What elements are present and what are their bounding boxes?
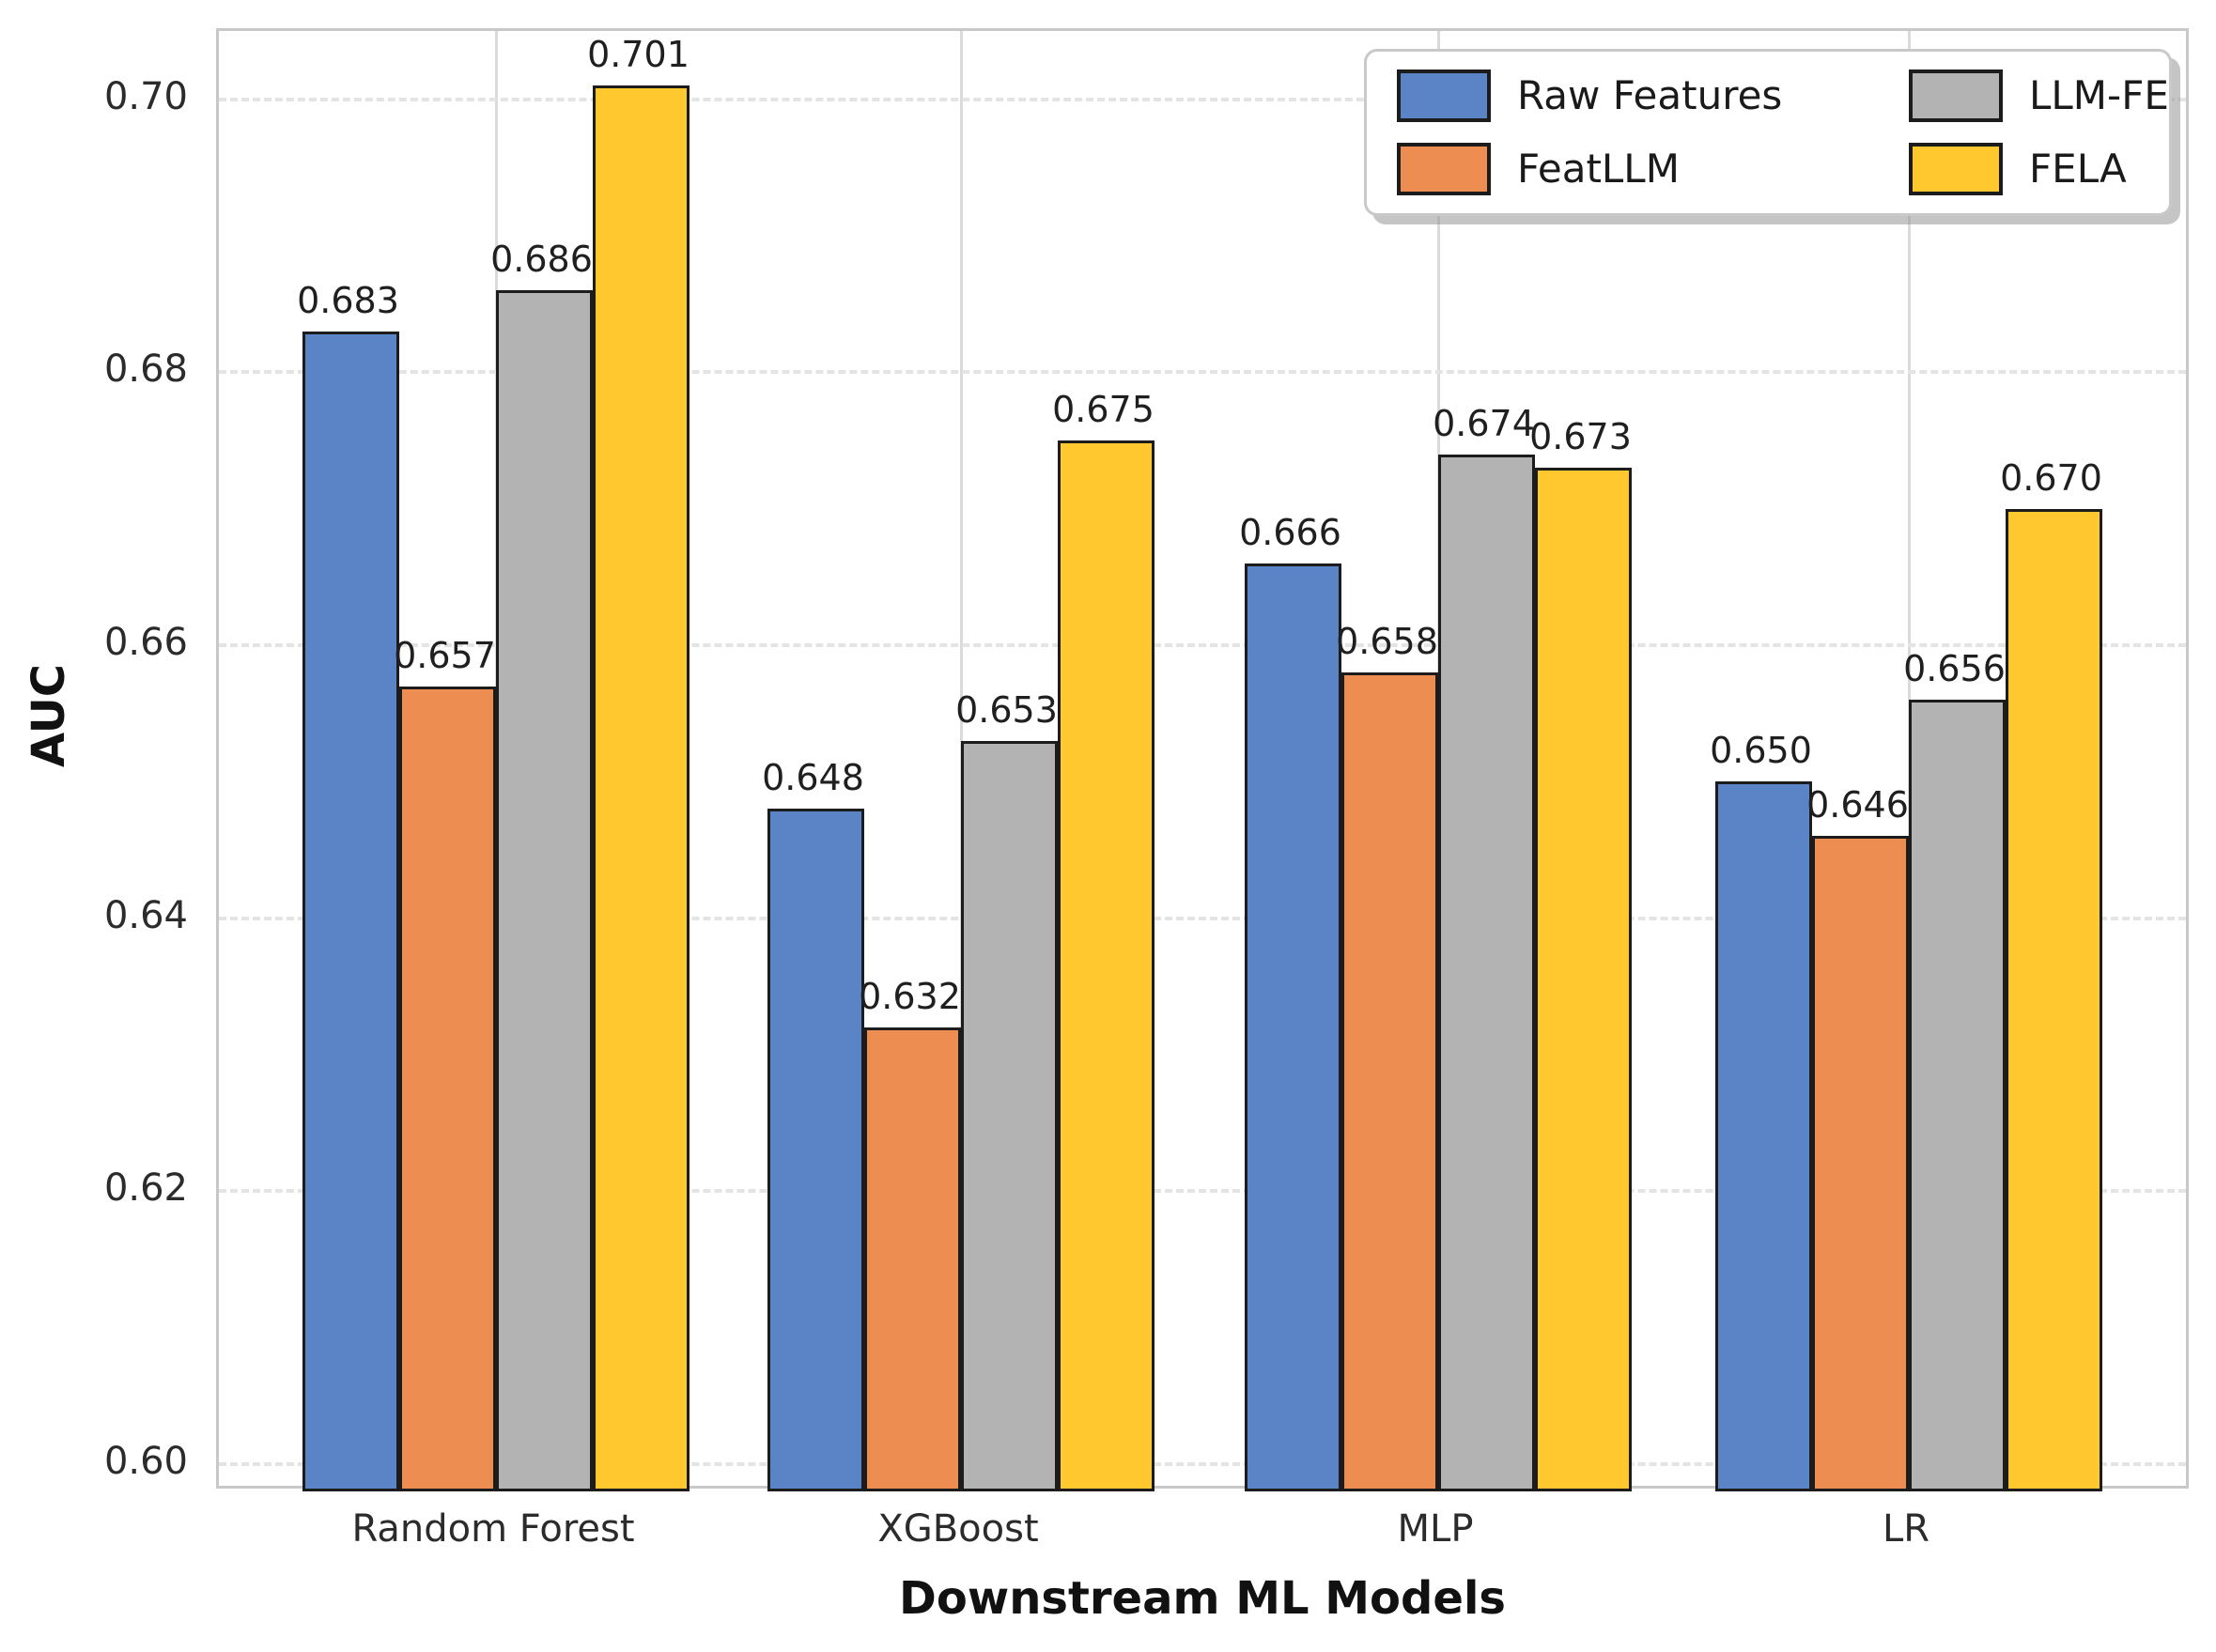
legend-entry-fela: FELA bbox=[1909, 143, 2169, 195]
y-gridline bbox=[219, 370, 2186, 375]
bar-fela bbox=[2006, 508, 2102, 1491]
bar-fela bbox=[593, 85, 690, 1491]
bar-value-label: 0.653 bbox=[955, 688, 1058, 731]
bar-llm-fe bbox=[496, 290, 593, 1491]
y-axis-title: AUC bbox=[23, 664, 75, 767]
y-gridline bbox=[219, 642, 2186, 647]
legend-entry-featllm: FeatLLM bbox=[1397, 143, 1909, 195]
y-gridline bbox=[219, 916, 2186, 920]
legend-entry-llm-fe: LLM-FE bbox=[1909, 69, 2169, 122]
bar-value-label: 0.646 bbox=[1806, 784, 1909, 826]
bar-fela bbox=[1058, 440, 1154, 1491]
bar-llm-fe bbox=[961, 740, 1058, 1491]
bar-value-label: 0.650 bbox=[1710, 730, 1812, 772]
legend-label: Raw Features bbox=[1517, 72, 1783, 118]
bar-value-label: 0.701 bbox=[587, 34, 690, 76]
bar-raw-features bbox=[767, 809, 864, 1491]
bar-llm-fe bbox=[1438, 454, 1535, 1491]
bar-fela bbox=[1535, 468, 1632, 1491]
y-tick-label: 0.66 bbox=[103, 620, 188, 664]
bar-value-label: 0.656 bbox=[1903, 648, 2006, 690]
bar-featllm bbox=[1812, 836, 1909, 1491]
raw-features-legend-swatch bbox=[1397, 69, 1491, 122]
y-gridline bbox=[219, 1189, 2186, 1194]
y-tick-label: 0.68 bbox=[103, 347, 188, 392]
x-tick-label-mlp: MLP bbox=[1397, 1507, 1474, 1551]
llm-fe-legend-swatch bbox=[1909, 69, 2003, 122]
bar-raw-features bbox=[1245, 563, 1341, 1491]
legend-entry-raw-features: Raw Features bbox=[1397, 69, 1909, 122]
x-axis-title: Downstream ML Models bbox=[899, 1572, 1506, 1625]
y-gridline bbox=[219, 97, 2186, 101]
x-tick-label-lr: LR bbox=[1882, 1507, 1930, 1551]
bar-value-label: 0.683 bbox=[297, 279, 399, 321]
bar-value-label: 0.632 bbox=[859, 975, 961, 1017]
bar-llm-fe bbox=[1909, 700, 2006, 1491]
y-tick-label: 0.70 bbox=[103, 74, 188, 118]
legend-label: LLM-FE bbox=[2029, 72, 2169, 118]
x-tick-label-xgboost: XGBoost bbox=[877, 1507, 1039, 1551]
legend: Raw Features LLM-FE FeatLLM FELA bbox=[1364, 49, 2172, 216]
bar-value-label: 0.666 bbox=[1239, 511, 1341, 553]
y-tick-label: 0.60 bbox=[103, 1439, 188, 1483]
bar-featllm bbox=[864, 1027, 961, 1491]
bar-raw-features bbox=[1715, 781, 1812, 1491]
bar-value-label: 0.673 bbox=[1529, 416, 1632, 458]
bar-value-label: 0.670 bbox=[2000, 456, 2102, 499]
bar-value-label: 0.675 bbox=[1052, 388, 1154, 430]
y-tick-label: 0.64 bbox=[103, 893, 188, 937]
y-gridline bbox=[219, 1461, 2186, 1466]
legend-label: FELA bbox=[2029, 146, 2127, 192]
x-tick-label-random-forest: Random Forest bbox=[351, 1507, 635, 1551]
plot-area bbox=[216, 28, 2189, 1491]
legend-label: FeatLLM bbox=[1517, 146, 1680, 192]
bar-featllm bbox=[399, 686, 496, 1491]
bar-value-label: 0.657 bbox=[394, 634, 496, 676]
bar-value-label: 0.648 bbox=[762, 757, 864, 799]
y-tick-label: 0.62 bbox=[103, 1166, 188, 1211]
bar-featllm bbox=[1341, 672, 1438, 1491]
bar-value-label: 0.658 bbox=[1336, 621, 1438, 663]
fela-legend-swatch bbox=[1909, 143, 2003, 195]
bar-value-label: 0.686 bbox=[490, 239, 593, 281]
bar-value-label: 0.674 bbox=[1433, 402, 1535, 444]
featllm-legend-swatch bbox=[1397, 143, 1491, 195]
bar-raw-features bbox=[302, 331, 399, 1491]
